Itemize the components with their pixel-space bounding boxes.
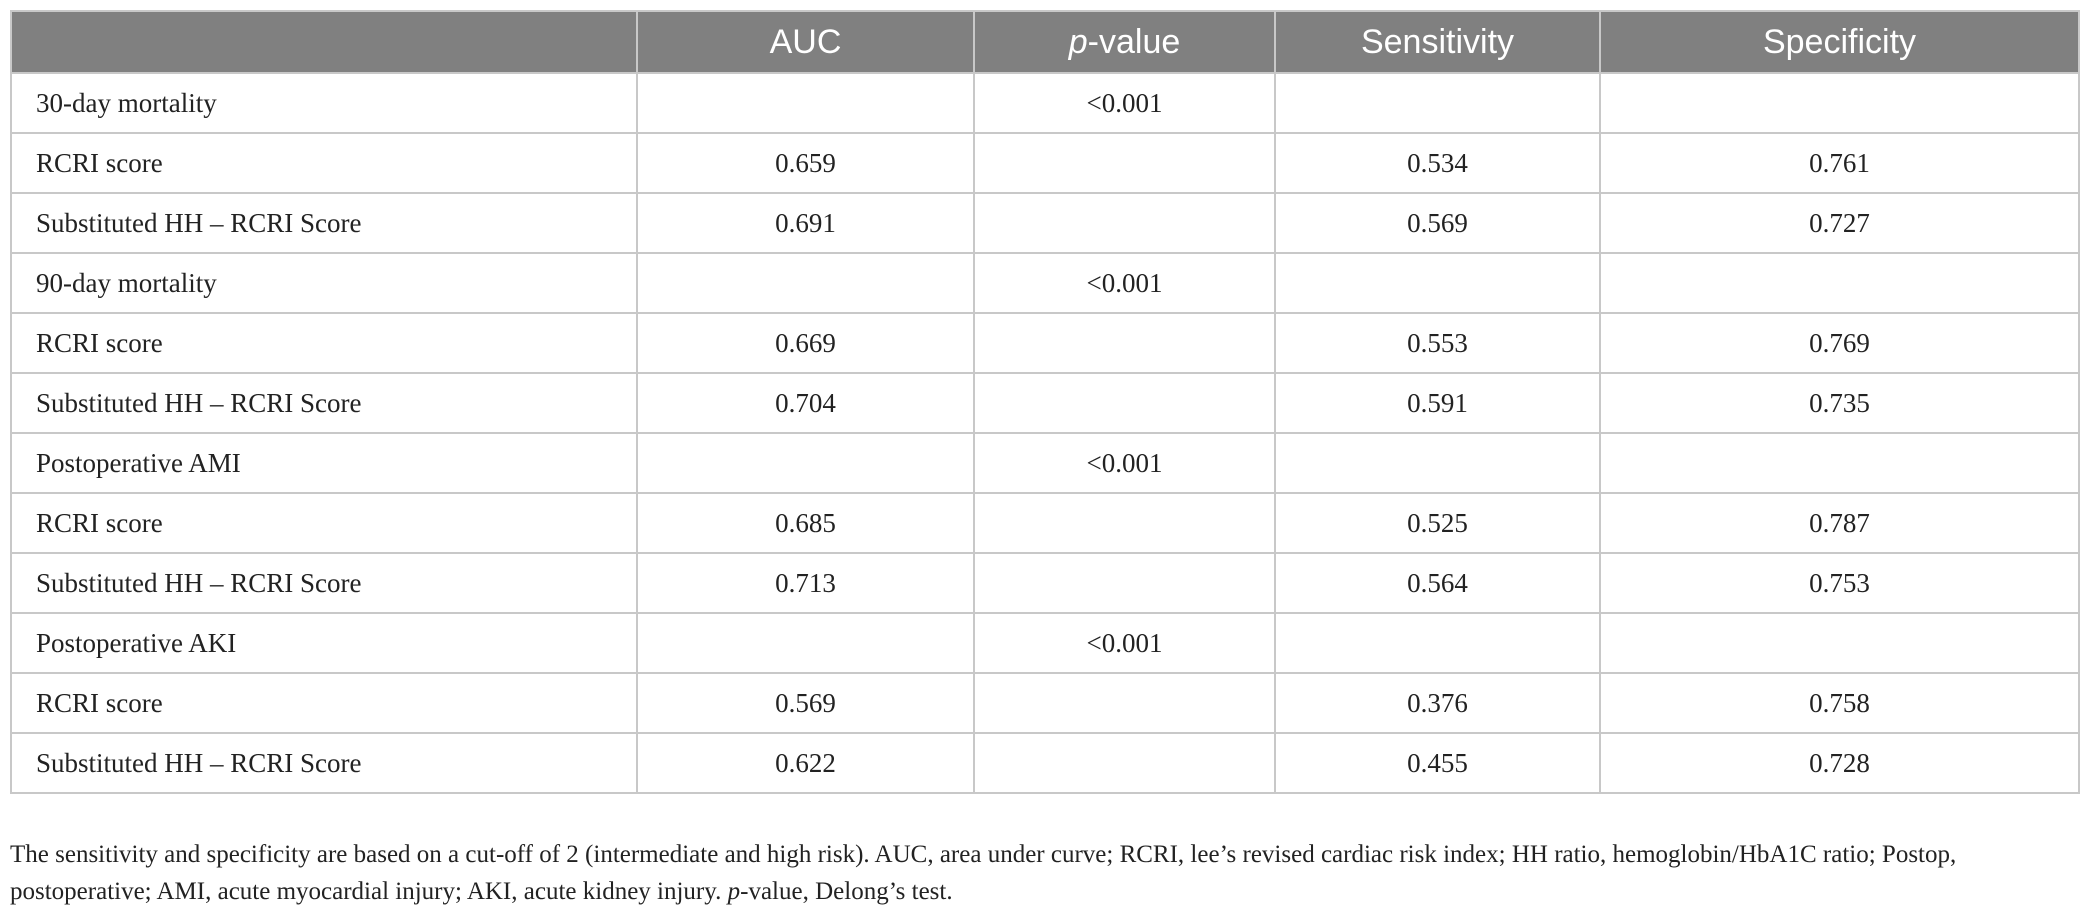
- header-auc: AUC: [636, 10, 975, 74]
- results-table-container: AUC p-value Sensitivity Specificity 30-d…: [10, 10, 2080, 794]
- specificity-cell: [1599, 252, 2080, 314]
- row-label: Substituted HH – RCRI Score: [10, 192, 638, 254]
- p-value-cell: [973, 372, 1276, 434]
- p-value-cell: <0.001: [973, 612, 1276, 674]
- table-footnote: The sensitivity and specificity are base…: [10, 836, 2078, 910]
- p-value-cell: <0.001: [973, 72, 1276, 134]
- auc-cell: [636, 432, 975, 494]
- row-label: Postoperative AKI: [10, 612, 638, 674]
- row-label: 90-day mortality: [10, 252, 638, 314]
- header-p-suffix: -value: [1087, 22, 1181, 61]
- p-value-cell: [973, 492, 1276, 554]
- row-label: Substituted HH – RCRI Score: [10, 552, 638, 614]
- specificity-cell: 0.728: [1599, 732, 2080, 794]
- sensitivity-cell: 0.534: [1274, 132, 1601, 194]
- header-blank: [10, 10, 638, 74]
- auc-cell: 0.691: [636, 192, 975, 254]
- sensitivity-cell: 0.553: [1274, 312, 1601, 374]
- auc-cell: [636, 72, 975, 134]
- auc-cell: [636, 612, 975, 674]
- p-value-cell: <0.001: [973, 432, 1276, 494]
- results-table: AUC p-value Sensitivity Specificity 30-d…: [10, 10, 2080, 794]
- row-label: RCRI score: [10, 312, 638, 374]
- auc-cell: 0.659: [636, 132, 975, 194]
- table-row: Postoperative AMI <0.001: [10, 432, 2080, 494]
- specificity-cell: [1599, 432, 2080, 494]
- specificity-cell: 0.753: [1599, 552, 2080, 614]
- table-row: RCRI score 0.685 0.525 0.787: [10, 492, 2080, 554]
- auc-cell: 0.704: [636, 372, 975, 434]
- table-row: Substituted HH – RCRI Score 0.691 0.569 0.7…: [10, 192, 2080, 254]
- p-value-cell: [973, 672, 1276, 734]
- table-row: Substituted HH – RCRI Score 0.704 0.591 0.7…: [10, 372, 2080, 434]
- auc-cell: 0.569: [636, 672, 975, 734]
- header-p-value: p-value: [973, 10, 1276, 74]
- specificity-cell: 0.727: [1599, 192, 2080, 254]
- sensitivity-cell: 0.569: [1274, 192, 1601, 254]
- auc-cell: [636, 252, 975, 314]
- auc-cell: 0.669: [636, 312, 975, 374]
- table-row: 90-day mortality <0.001: [10, 252, 2080, 314]
- table-row: RCRI score 0.569 0.376 0.758: [10, 672, 2080, 734]
- table-row: RCRI score 0.659 0.534 0.761: [10, 132, 2080, 194]
- specificity-cell: [1599, 612, 2080, 674]
- specificity-cell: [1599, 72, 2080, 134]
- table-row: 30-day mortality <0.001: [10, 72, 2080, 134]
- footnote-line-2-pre: postoperative; AMI, acute myocardial inj…: [10, 878, 728, 905]
- sensitivity-cell: [1274, 432, 1601, 494]
- specificity-cell: 0.787: [1599, 492, 2080, 554]
- p-value-cell: [973, 312, 1276, 374]
- footnote-line-2-post: -value, Delong’s test.: [740, 878, 953, 905]
- p-value-cell: [973, 732, 1276, 794]
- specificity-cell: 0.761: [1599, 132, 2080, 194]
- specificity-cell: 0.735: [1599, 372, 2080, 434]
- sensitivity-cell: 0.564: [1274, 552, 1601, 614]
- row-label: RCRI score: [10, 492, 638, 554]
- header-p-italic: p: [1068, 22, 1088, 61]
- sensitivity-cell: [1274, 612, 1601, 674]
- p-value-cell: <0.001: [973, 252, 1276, 314]
- row-label: Substituted HH – RCRI Score: [10, 372, 638, 434]
- table-body: 30-day mortality <0.001 RCRI score 0.659 0.5…: [10, 72, 2080, 794]
- row-label: RCRI score: [10, 672, 638, 734]
- p-value-cell: [973, 552, 1276, 614]
- auc-cell: 0.713: [636, 552, 975, 614]
- header-specificity: Specificity: [1599, 10, 2080, 74]
- p-value-cell: [973, 192, 1276, 254]
- table-row: Substituted HH – RCRI Score 0.622 0.455 0.7…: [10, 732, 2080, 794]
- sensitivity-cell: 0.591: [1274, 372, 1601, 434]
- auc-cell: 0.685: [636, 492, 975, 554]
- sensitivity-cell: [1274, 252, 1601, 314]
- row-label: RCRI score: [10, 132, 638, 194]
- p-value-cell: [973, 132, 1276, 194]
- specificity-cell: 0.769: [1599, 312, 2080, 374]
- row-label: 30-day mortality: [10, 72, 638, 134]
- sensitivity-cell: 0.525: [1274, 492, 1601, 554]
- sensitivity-cell: [1274, 72, 1601, 134]
- row-label: Substituted HH – RCRI Score: [10, 732, 638, 794]
- table-row: Postoperative AKI <0.001: [10, 612, 2080, 674]
- row-label: Postoperative AMI: [10, 432, 638, 494]
- sensitivity-cell: 0.455: [1274, 732, 1601, 794]
- auc-cell: 0.622: [636, 732, 975, 794]
- footnote-line-1: The sensitivity and specificity are base…: [10, 841, 1957, 868]
- footnote-p-italic: p: [727, 878, 741, 905]
- table-row: RCRI score 0.669 0.553 0.769: [10, 312, 2080, 374]
- footnote-line-2: postoperative; AMI, acute myocardial inj…: [10, 873, 2078, 910]
- table-header-row: AUC p-value Sensitivity Specificity: [10, 10, 2080, 74]
- specificity-cell: 0.758: [1599, 672, 2080, 734]
- header-sensitivity: Sensitivity: [1274, 10, 1601, 74]
- table-row: Substituted HH – RCRI Score 0.713 0.564 0.7…: [10, 552, 2080, 614]
- sensitivity-cell: 0.376: [1274, 672, 1601, 734]
